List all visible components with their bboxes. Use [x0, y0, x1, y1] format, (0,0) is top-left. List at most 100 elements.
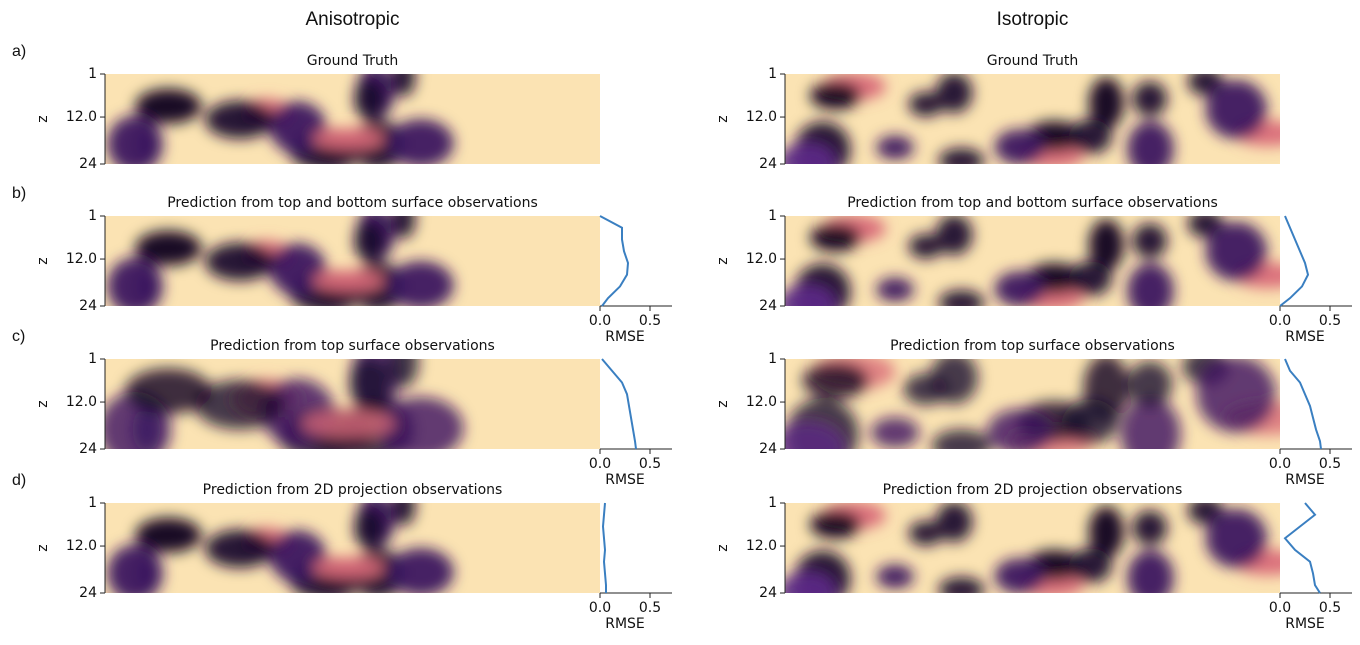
blob: [391, 503, 416, 526]
panel-title: Ground Truth: [987, 53, 1078, 69]
x-axis-label: RMSE: [1285, 472, 1325, 488]
heatmap-blobs: [105, 359, 464, 449]
blob: [1062, 399, 1119, 445]
blob: [391, 216, 416, 239]
blob: [354, 78, 386, 121]
y-tick-label: 24: [759, 298, 777, 314]
blob: [205, 529, 275, 568]
y-axis-label: z: [715, 115, 731, 122]
heatmap-blobs: [785, 216, 1280, 306]
blob: [876, 564, 914, 589]
y-tick-label: 1: [768, 495, 777, 511]
x-tick-label: 0.0: [589, 313, 611, 329]
panel-title: Ground Truth: [307, 53, 398, 69]
blob: [809, 223, 862, 252]
y-tick-label: 1: [768, 66, 777, 82]
row-label: a): [12, 43, 26, 60]
blob: [1132, 81, 1168, 117]
blob: [876, 277, 914, 302]
blob: [930, 359, 978, 404]
blob: [387, 548, 454, 593]
blob: [1068, 548, 1112, 583]
blob: [802, 362, 870, 399]
blob: [107, 257, 163, 306]
y-tick-label: 24: [759, 156, 777, 172]
x-tick-label: 0.5: [639, 313, 661, 329]
y-tick-label: 24: [79, 298, 97, 314]
panel-title: Prediction from top surface observations: [890, 338, 1175, 354]
heatmap-blobs: [785, 74, 1280, 164]
blob: [349, 359, 391, 412]
heatmap: [785, 503, 1280, 593]
blob: [809, 510, 862, 539]
y-tick-label: 24: [79, 441, 97, 457]
y-tick-label: 1: [88, 351, 97, 367]
heatmap-blobs: [107, 74, 454, 164]
blob: [391, 74, 416, 97]
blob: [994, 129, 1045, 164]
x-axis-label: RMSE: [605, 329, 645, 345]
blob: [135, 230, 202, 266]
blob: [987, 408, 1053, 449]
rmse-line: [599, 215, 630, 307]
panel-title: Prediction from top surface observations: [210, 338, 495, 354]
blob: [908, 234, 944, 259]
blob: [785, 422, 845, 449]
rmse-line: [601, 358, 637, 450]
heatmap: [105, 74, 600, 164]
blob: [107, 115, 163, 164]
blob: [1120, 397, 1181, 449]
y-tick-label: 12.0: [66, 251, 97, 267]
blob: [876, 135, 914, 160]
blob: [388, 359, 419, 388]
heatmap-blobs: [785, 359, 1280, 449]
blob: [938, 148, 985, 164]
blob: [1132, 510, 1168, 546]
blob: [1205, 222, 1267, 281]
blob: [354, 220, 386, 263]
panel-title: Prediction from 2D projection observatio…: [883, 482, 1183, 498]
y-tick-label: 24: [79, 156, 97, 172]
rmse-line: [1284, 358, 1322, 450]
blob: [1088, 505, 1124, 559]
blob: [936, 216, 973, 255]
blob: [1127, 549, 1174, 593]
blob: [1088, 218, 1124, 272]
blob: [269, 243, 327, 296]
blob: [936, 74, 973, 113]
blob: [125, 368, 212, 414]
column-title: Isotropic: [997, 9, 1069, 30]
x-tick-label: 0.0: [589, 456, 611, 472]
y-tick-label: 12.0: [746, 538, 777, 554]
y-tick-label: 12.0: [746, 394, 777, 410]
column-title: Anisotropic: [306, 9, 400, 30]
blob: [1127, 361, 1173, 407]
panel-title: Prediction from top and bottom surface o…: [167, 195, 538, 211]
blob: [269, 530, 327, 583]
heatmap-blobs: [785, 503, 1280, 593]
y-tick-label: 1: [768, 351, 777, 367]
x-tick-label: 0.5: [639, 600, 661, 616]
blob: [205, 100, 275, 139]
rmse-line: [1283, 502, 1321, 594]
blob: [938, 290, 985, 306]
y-axis-label: z: [35, 400, 51, 407]
y-tick-label: 24: [759, 585, 777, 601]
blob: [135, 88, 202, 124]
blob: [908, 92, 944, 117]
blob: [936, 503, 973, 542]
y-tick-label: 1: [88, 66, 97, 82]
x-axis-label: RMSE: [605, 616, 645, 632]
y-tick-label: 24: [79, 585, 97, 601]
blob: [809, 81, 862, 110]
heatmap: [785, 359, 1280, 449]
y-tick-label: 24: [759, 441, 777, 457]
blob: [269, 101, 327, 154]
x-axis-label: RMSE: [605, 472, 645, 488]
x-axis-label: RMSE: [1285, 616, 1325, 632]
x-tick-label: 0.0: [1269, 456, 1291, 472]
panel-title: Prediction from top and bottom surface o…: [847, 195, 1218, 211]
blob: [194, 379, 285, 430]
row-label: c): [12, 328, 25, 345]
